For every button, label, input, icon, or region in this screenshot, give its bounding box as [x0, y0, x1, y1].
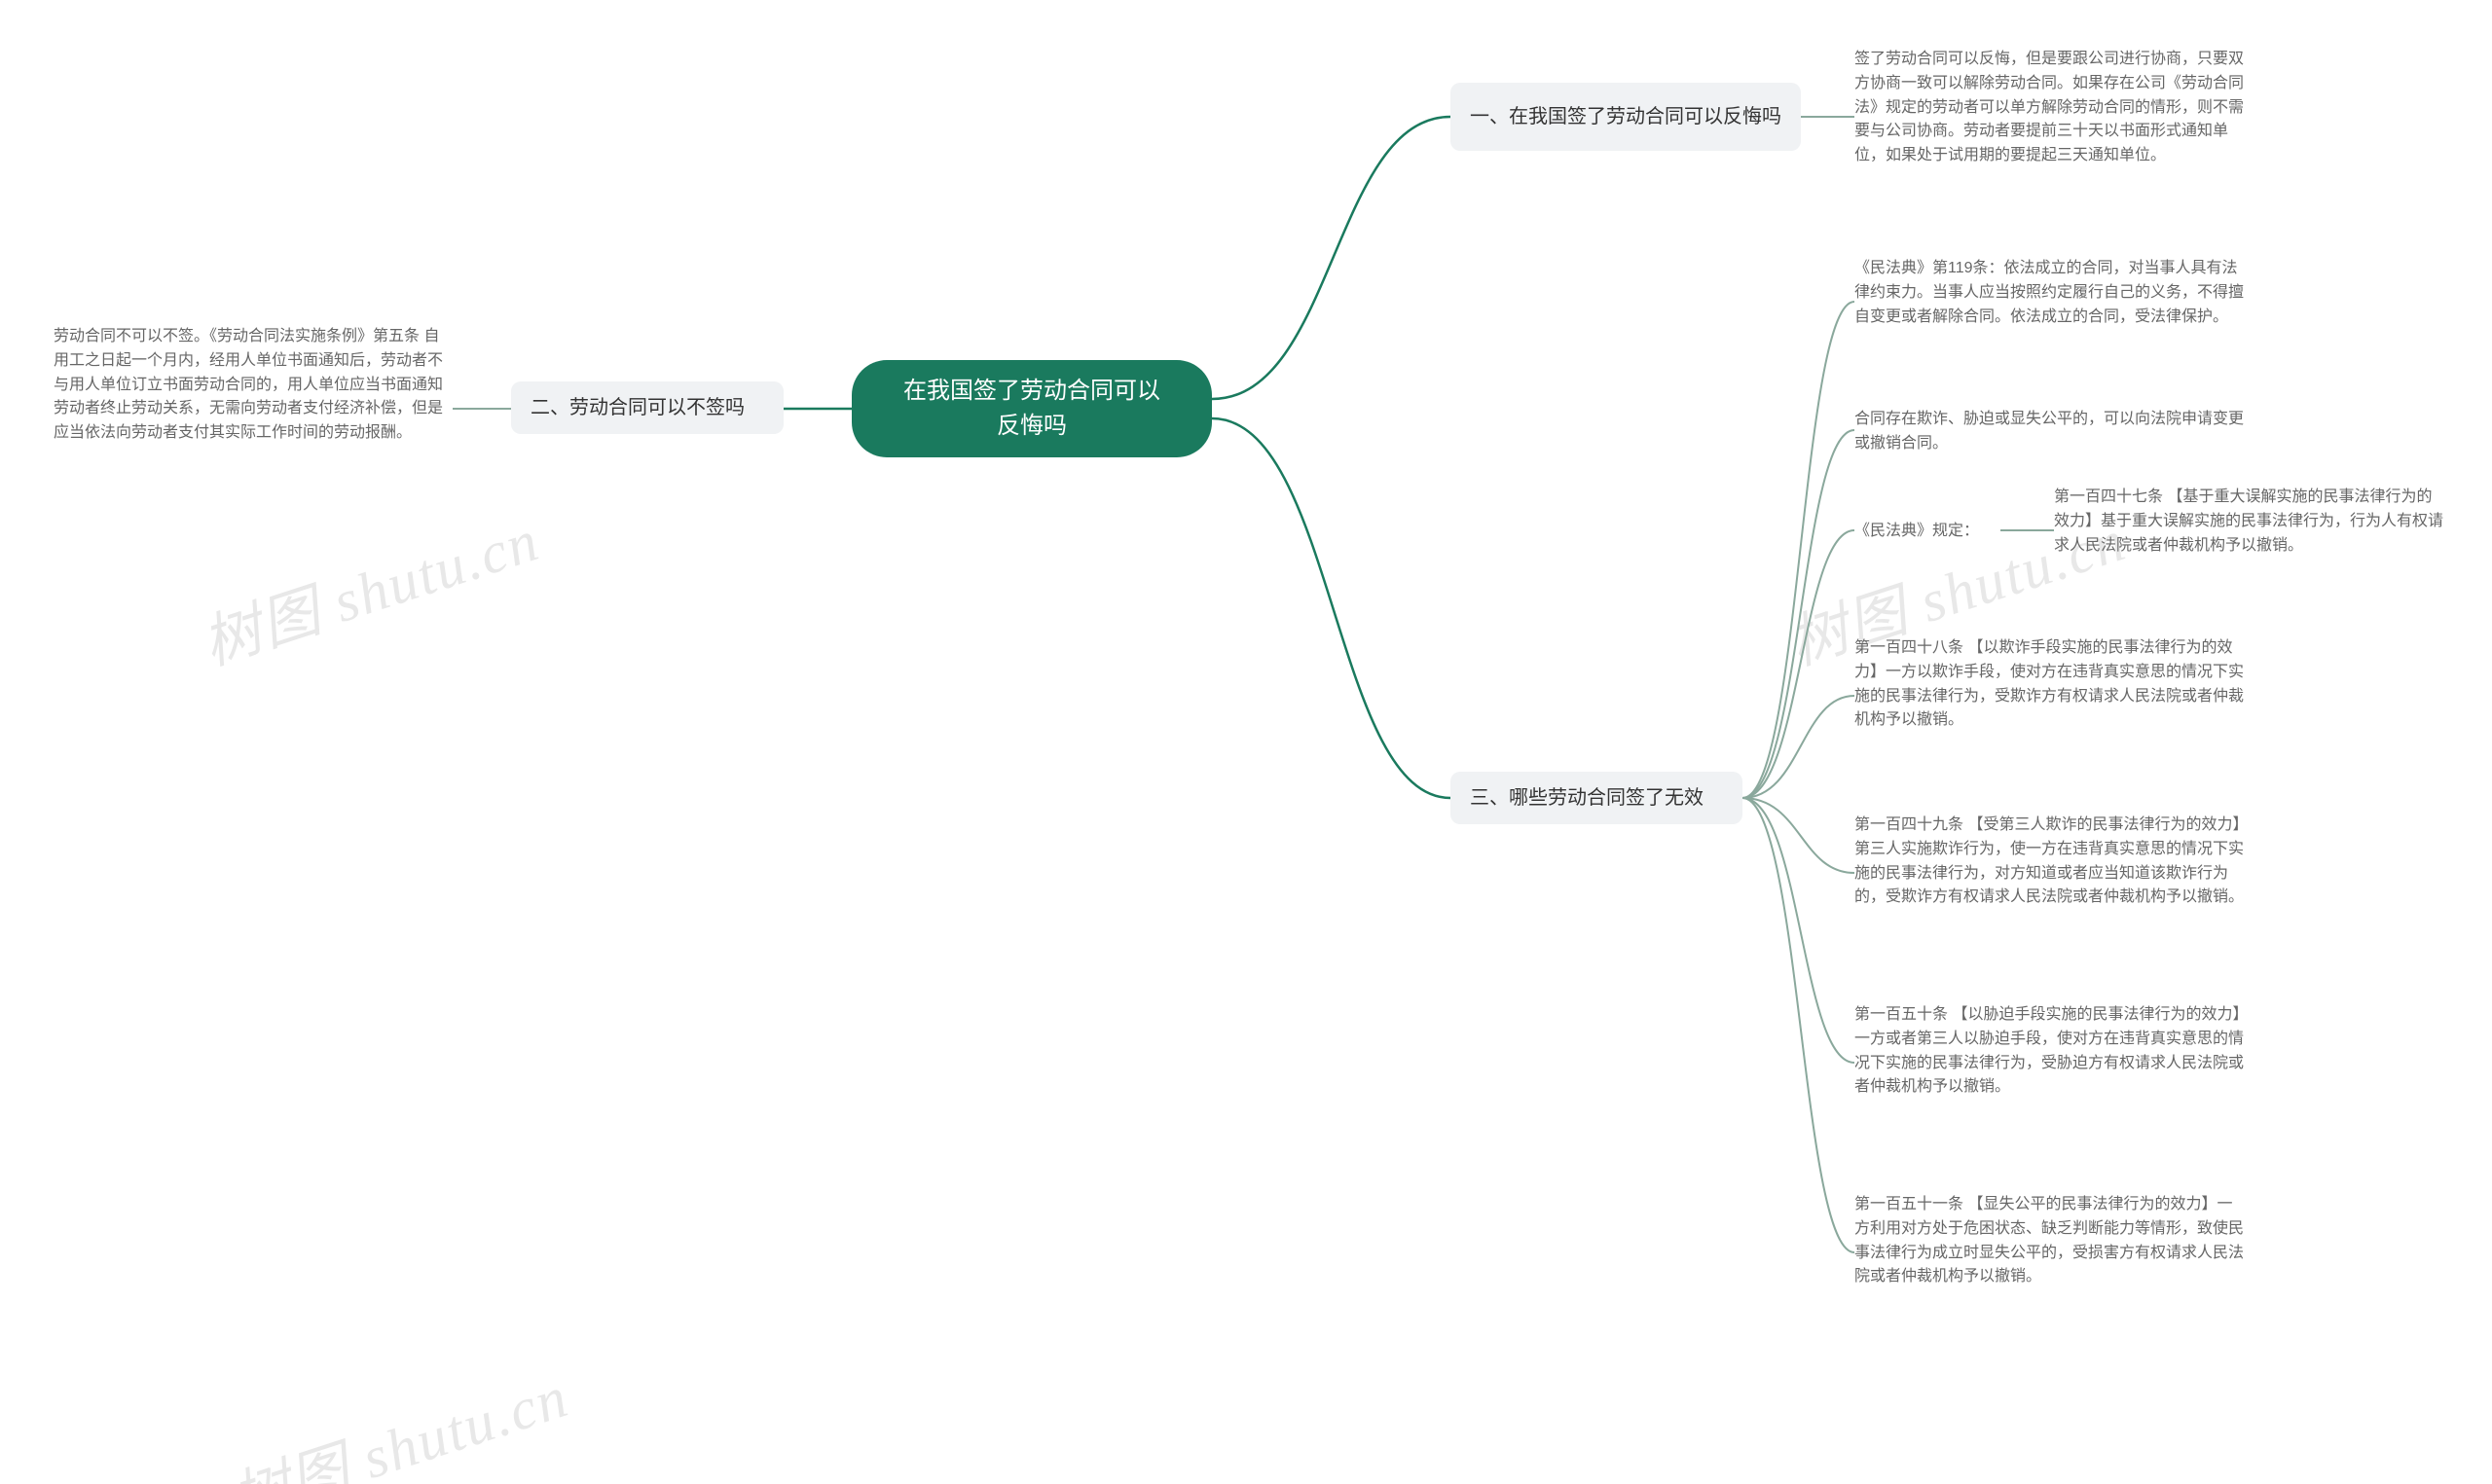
branch-3-leaf-4: 第一百四十九条 【受第三人欺诈的民事法律行为的效力】第三人实施欺诈行为，使一方在… — [1854, 810, 2244, 914]
branch-3-leaf-0: 《民法典》第119条：依法成立的合同，对当事人具有法律约束力。当事人应当按照约定… — [1854, 253, 2244, 333]
branch-2: 二、劳动合同可以不签吗 — [511, 381, 784, 434]
branch-3-leaf-3: 第一百四十八条 【以欺诈手段实施的民事法律行为的效力】一方以欺诈手段，使对方在违… — [1854, 633, 2244, 737]
branch-3-leaf-1: 合同存在欺诈、胁迫或显失公平的，可以向法院申请变更或撤销合同。 — [1854, 404, 2244, 460]
branch-3: 三、哪些劳动合同签了无效 — [1450, 772, 1742, 824]
central-node: 在我国签了劳动合同可以 反悔吗 — [852, 360, 1212, 457]
branch-1-leaf: 签了劳动合同可以反悔，但是要跟公司进行协商，只要双方协商一致可以解除劳动合同。如… — [1854, 44, 2244, 172]
branch-2-leaf: 劳动合同不可以不签。《劳动合同法实施条例》第五条 自用工之日起一个月内，经用人单… — [54, 321, 453, 450]
branch-3-leaf-5: 第一百五十条 【以胁迫手段实施的民事法律行为的效力】一方或者第三人以胁迫手段，使… — [1854, 999, 2244, 1104]
branch-1: 一、在我国签了劳动合同可以反悔吗 — [1450, 83, 1801, 151]
branch-3-leaf-2-label: 《民法典》规定： — [1854, 516, 2000, 548]
branch-3-leaf-2: 第一百四十七条 【基于重大误解实施的民事法律行为的效力】基于重大误解实施的民事法… — [2054, 482, 2443, 561]
branch-3-leaf-6: 第一百五十一条 【显失公平的民事法律行为的效力】一方利用对方处于危困状态、缺乏判… — [1854, 1189, 2244, 1293]
